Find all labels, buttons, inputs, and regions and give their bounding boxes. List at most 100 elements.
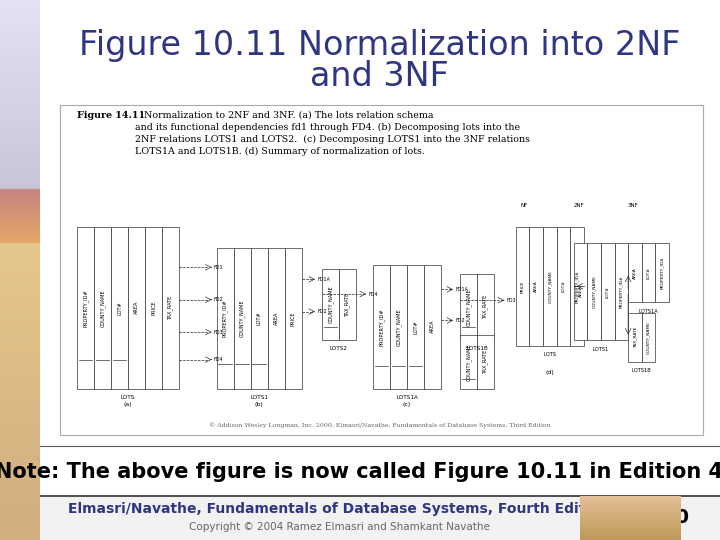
Bar bbox=[60, 105, 703, 435]
Text: LOT#: LOT# bbox=[562, 280, 565, 292]
Text: COUNTY_NAME: COUNTY_NAME bbox=[466, 288, 472, 326]
Text: FD3: FD3 bbox=[506, 298, 516, 303]
Text: COUNTY_NAME: COUNTY_NAME bbox=[239, 300, 245, 338]
Text: PROPERTY_ID#: PROPERTY_ID# bbox=[83, 289, 89, 327]
Text: LOTS1: LOTS1 bbox=[593, 347, 609, 352]
Text: PRICE: PRICE bbox=[151, 301, 156, 315]
Text: (b): (b) bbox=[255, 402, 264, 407]
Bar bbox=[94, 227, 111, 389]
Text: NF: NF bbox=[521, 202, 528, 208]
Bar bbox=[322, 269, 339, 340]
Bar bbox=[40, 496, 720, 540]
Text: LOTS1A: LOTS1A bbox=[396, 395, 418, 400]
Bar bbox=[574, 243, 588, 340]
Bar bbox=[111, 227, 128, 389]
Text: LOT#: LOT# bbox=[256, 312, 261, 326]
Bar bbox=[642, 243, 655, 302]
Text: FD1A: FD1A bbox=[318, 277, 330, 282]
Text: COUNTY_NAME: COUNTY_NAME bbox=[548, 269, 552, 303]
Text: LOT#: LOT# bbox=[117, 301, 122, 315]
Text: AREA: AREA bbox=[274, 312, 279, 325]
Text: LOT#: LOT# bbox=[647, 267, 651, 279]
Text: FD1: FD1 bbox=[214, 265, 223, 270]
Text: Copyright © 2004 Ramez Elmasri and Shamkant Navathe: Copyright © 2004 Ramez Elmasri and Shamk… bbox=[189, 522, 490, 531]
Bar bbox=[570, 227, 584, 346]
Bar bbox=[615, 243, 628, 340]
Text: Elmasri/Navathe, Fundamentals of Database Systems, Fourth Edition: Elmasri/Navathe, Fundamentals of Databas… bbox=[68, 502, 610, 516]
Text: COUNTY_NAME: COUNTY_NAME bbox=[647, 321, 651, 354]
Text: PROPERTY_ID#: PROPERTY_ID# bbox=[660, 256, 664, 289]
Text: COUNTY_NAME: COUNTY_NAME bbox=[328, 286, 333, 323]
Text: AREA: AREA bbox=[534, 280, 539, 292]
Bar bbox=[407, 265, 424, 389]
Text: FD2: FD2 bbox=[455, 318, 465, 323]
Bar bbox=[251, 248, 268, 389]
Text: AREA: AREA bbox=[578, 286, 582, 298]
Bar bbox=[529, 227, 543, 346]
Text: 2NF: 2NF bbox=[573, 202, 584, 208]
Text: FD1A: FD1A bbox=[455, 287, 468, 292]
Text: PROPERTY_ID#: PROPERTY_ID# bbox=[379, 308, 384, 346]
Text: Figure 10.11 Normalization into 2NF: Figure 10.11 Normalization into 2NF bbox=[79, 29, 680, 63]
Text: TAX_RATE: TAX_RATE bbox=[482, 350, 488, 374]
Text: PRICE: PRICE bbox=[291, 312, 295, 326]
Bar bbox=[128, 227, 145, 389]
Text: Figure 14.11: Figure 14.11 bbox=[77, 111, 145, 120]
Text: LOTS: LOTS bbox=[544, 352, 557, 357]
Text: LOTS1: LOTS1 bbox=[250, 395, 268, 400]
Text: LOTS: LOTS bbox=[121, 395, 135, 400]
Text: (c): (c) bbox=[403, 402, 411, 407]
Bar bbox=[642, 313, 655, 362]
Text: COUNTY_NAME: COUNTY_NAME bbox=[592, 275, 596, 308]
Bar bbox=[460, 274, 477, 339]
Text: AREA: AREA bbox=[134, 301, 139, 314]
Text: FD4: FD4 bbox=[368, 292, 378, 296]
Bar bbox=[217, 248, 233, 389]
Bar bbox=[601, 243, 615, 340]
Bar bbox=[424, 265, 441, 389]
Text: Note: The above figure is now called Figure 10.11 in Edition 4: Note: The above figure is now called Fig… bbox=[0, 462, 720, 483]
Text: LOT#: LOT# bbox=[606, 286, 610, 298]
Bar bbox=[655, 243, 669, 302]
Bar bbox=[390, 265, 407, 389]
Bar bbox=[628, 243, 642, 302]
Bar bbox=[284, 248, 302, 389]
Text: FD3: FD3 bbox=[214, 329, 223, 335]
Text: PROPERTY_ID#: PROPERTY_ID# bbox=[222, 300, 228, 338]
Bar bbox=[268, 248, 284, 389]
Text: AREA: AREA bbox=[430, 320, 435, 333]
Bar bbox=[477, 335, 494, 389]
Bar bbox=[460, 335, 477, 389]
Text: COUNTY_NAME: COUNTY_NAME bbox=[466, 343, 472, 381]
Text: © Addison Wesley Longman, Inc. 2000, Elmasri/Navathe, Fundamentals of Database S: © Addison Wesley Longman, Inc. 2000, Elm… bbox=[209, 422, 551, 428]
Bar bbox=[145, 227, 162, 389]
Bar bbox=[162, 227, 179, 389]
Text: LOTS1B: LOTS1B bbox=[632, 368, 652, 373]
Text: (d): (d) bbox=[546, 370, 554, 375]
Text: PROPERTY_ID#: PROPERTY_ID# bbox=[575, 270, 579, 302]
Text: PRICE: PRICE bbox=[521, 280, 525, 293]
Text: 3NF: 3NF bbox=[628, 202, 639, 208]
Text: COUNTY_NAME: COUNTY_NAME bbox=[99, 289, 105, 327]
Bar bbox=[628, 313, 642, 362]
Text: AREA: AREA bbox=[633, 267, 637, 279]
Bar bbox=[543, 227, 557, 346]
Text: LOTS2: LOTS2 bbox=[330, 346, 348, 351]
Bar bbox=[588, 243, 601, 340]
Text: FD2: FD2 bbox=[214, 297, 223, 302]
Text: FD4: FD4 bbox=[214, 357, 223, 362]
Bar bbox=[477, 274, 494, 339]
Bar bbox=[77, 227, 94, 389]
Text: 40: 40 bbox=[662, 508, 689, 527]
Text: TAX_RATE: TAX_RATE bbox=[168, 296, 174, 320]
Bar bbox=[516, 227, 529, 346]
Text: FD2: FD2 bbox=[318, 309, 327, 314]
Text: COUNTY_NAME: COUNTY_NAME bbox=[396, 308, 401, 346]
Text: TAX_RATE: TAX_RATE bbox=[482, 295, 488, 319]
Bar bbox=[557, 227, 570, 346]
Text: LOTS1A: LOTS1A bbox=[639, 309, 658, 314]
Bar bbox=[233, 248, 251, 389]
Bar bbox=[373, 265, 390, 389]
Text: LOT#: LOT# bbox=[413, 320, 418, 334]
Text: PROPERTY_ID#: PROPERTY_ID# bbox=[619, 275, 624, 308]
